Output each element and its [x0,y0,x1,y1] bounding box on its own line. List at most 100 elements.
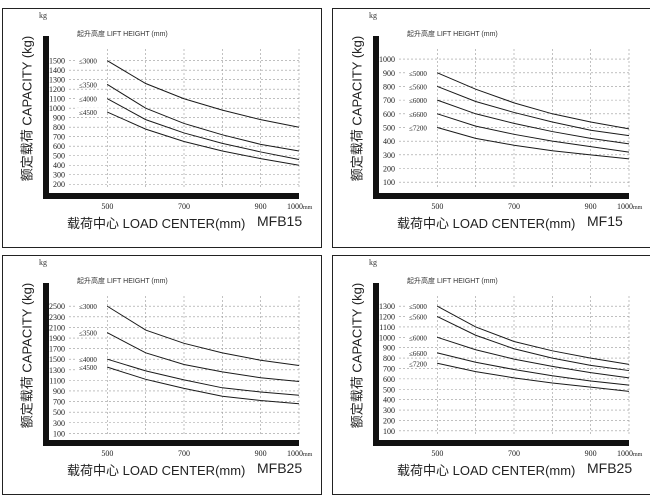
series-label-bg [407,333,437,342]
series-label: ≤7200 [409,360,427,368]
x-tick-label: 700 [508,202,520,211]
x-tick-label: 1000 [287,449,303,458]
series-label: ≤6000 [409,334,427,342]
y-tick-label: 1300 [49,366,65,375]
y-tick-label: 900 [383,344,395,353]
lift-height-label: 起升高度 LIFT HEIGHT (mm) [407,31,498,38]
y-unit-label: kg [369,11,377,20]
y-tick-label: 400 [53,161,65,170]
y-tick-label: 300 [383,151,395,160]
y-tick-label: 400 [383,396,395,405]
y-tick-label: 600 [53,142,65,151]
series-label-bg [407,82,437,91]
series-label: ≤3000 [79,303,97,311]
x-tick-label: 900 [255,202,267,211]
y-tick-label: 1900 [49,334,65,343]
y-tick-label: 900 [53,114,65,123]
series-label-bg [77,355,107,364]
series-line [437,352,630,386]
capacity-chart-plot: 2003004005006007008009001000110012001300… [43,36,313,211]
x-unit-label: mm [303,205,313,211]
model-name: MFB25 [587,460,633,476]
series-label-bg [77,56,107,65]
y-tick-label: 1000 [49,104,65,113]
series-line [107,60,300,128]
y-tick-label: 500 [383,385,395,394]
y-tick-label: 900 [383,69,395,78]
x-tick-label: 700 [178,202,190,211]
y-tick-label: 1300 [49,76,65,85]
y-tick-label: 2100 [49,323,65,332]
x-tick-label: 700 [178,449,190,458]
series-line [107,366,300,405]
y-tick-label: 1200 [49,85,65,94]
series-line [437,72,630,130]
series-line [437,316,630,372]
capacity-chart-panel: 100 200 300 400 500 600 700 800 900 1000 1100 1200 1… [332,255,650,495]
y-axis-bar [43,283,49,446]
capacity-chart-plot: 100 200 300 400 500 600 700 800 900 1000 500 700 900… [373,36,643,211]
series-line [437,126,630,160]
y-tick-label: 300 [383,406,395,415]
y-tick-label: 200 [383,164,395,173]
y-unit-label: kg [39,258,47,267]
y-unit-label: kg [369,258,377,267]
y-tick-label: 400 [383,137,395,146]
x-tick-label: 700 [508,449,520,458]
y-tick-label: 2300 [49,313,65,322]
y-tick-label: 200 [53,180,65,189]
x-tick-label: 900 [585,449,597,458]
y-tick-label: 500 [383,123,395,132]
model-name: MFB15 [257,213,303,229]
series-label: ≤5600 [409,314,427,322]
series-label-bg [77,94,107,103]
series-label: ≤4000 [79,96,97,104]
y-tick-label: 700 [53,398,65,407]
y-tick-label: 600 [383,110,395,119]
x-axis-bar [373,440,629,446]
series-label-bg [407,312,437,321]
series-label: ≤3000 [79,58,97,66]
y-tick-label: 1500 [49,57,65,66]
x-unit-label: mm [633,452,643,458]
series-label-bg [77,363,107,372]
y-tick-label: 300 [53,171,65,180]
y-axis-label: 额定载荷 CAPACITY (kg) [19,35,35,182]
y-tick-label: 700 [383,364,395,373]
x-axis-bar [43,193,299,199]
x-tick-label: 500 [101,202,113,211]
model-name: MFB25 [257,460,303,476]
x-tick-label: 1000 [617,202,633,211]
series-line [437,85,630,137]
y-tick-label: 1100 [49,376,65,385]
y-tick-label: 1200 [379,313,395,322]
y-tick-label: 500 [53,408,65,417]
capacity-chart-panel: 100 200 300 400 500 600 700 800 900 1000 500 700 900… [332,8,650,248]
y-axis-bar [373,283,379,446]
y-unit-label: kg [39,11,47,20]
capacity-chart-panel: 200 300 400 500 600 700 800 900 1000 1100 1200 1300… [2,8,322,248]
x-tick-label: 900 [255,449,267,458]
series-line [437,99,630,145]
series-label: ≤5000 [409,303,427,311]
series-label: ≤7200 [409,124,427,132]
series-label: ≤3500 [79,81,97,89]
y-axis-bar [43,36,49,199]
series-label: ≤4500 [79,109,97,117]
series-label-bg [407,123,437,132]
y-tick-label: 1000 [379,55,395,64]
y-tick-label: 1100 [49,95,65,104]
series-line [107,358,300,396]
series-label-bg [77,108,107,117]
series-line [437,336,630,379]
series-label: ≤5600 [409,83,427,91]
series-label-bg [407,109,437,118]
lift-height-label: 起升高度 LIFT HEIGHT (mm) [407,278,498,285]
series-label: ≤4000 [79,356,97,364]
model-name: MF15 [587,213,623,229]
y-tick-label: 100 [53,429,65,438]
y-tick-label: 100 [383,427,395,436]
series-line [107,332,300,382]
lift-height-label: 起升高度 LIFT HEIGHT (mm) [77,278,168,285]
series-label-bg [407,68,437,77]
